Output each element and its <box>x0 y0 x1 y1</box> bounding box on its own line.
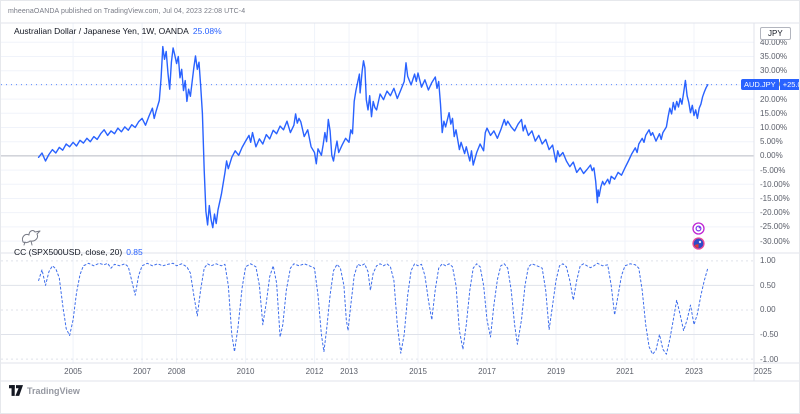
price-tick-label: -10.00% <box>760 179 790 189</box>
time-tick-label: 2019 <box>547 367 565 376</box>
price-tick-label: 10.00% <box>760 122 788 132</box>
price-tick-label: 20.00% <box>760 94 788 104</box>
time-tick-label: 2005 <box>64 367 82 376</box>
time-tick-label: 2007 <box>133 367 151 376</box>
cc-tick-label: 0.50 <box>760 280 776 290</box>
indicator-legend[interactable]: CC (SPX500USD, close, 20) 0.85 <box>14 247 143 257</box>
price-tick-label: -25.00% <box>760 222 790 232</box>
cc-tick-label: -0.50 <box>760 330 779 340</box>
price-tick-label: 5.00% <box>760 137 783 147</box>
price-tick-label: 30.00% <box>760 66 788 76</box>
animal-doodle-drawing[interactable] <box>19 225 43 252</box>
symbol-legend[interactable]: Australian Dollar / Japanese Yen, 1W, OA… <box>14 26 222 36</box>
publish-watermark: mheenaOANDA published on TradingView.com… <box>8 8 246 15</box>
time-tick-label: 2010 <box>236 367 255 376</box>
purple-ring-sticker-icon <box>692 222 705 235</box>
time-tick-label: 2013 <box>340 367 358 376</box>
cc-series-line <box>38 262 709 355</box>
last-price-value: +25.08% <box>779 79 799 90</box>
last-price-badge: AUD.JPY +25.08% <box>741 79 799 90</box>
time-tick-label: 2023 <box>685 367 703 376</box>
cc-tick-label: 1.00 <box>760 256 776 266</box>
tradingview-logo-icon <box>9 385 23 396</box>
doodle-icon <box>22 230 41 246</box>
price-tick-label: -5.00% <box>760 165 786 175</box>
cc-tick-label: -1.00 <box>760 354 779 364</box>
time-tick-label: 2008 <box>167 367 186 376</box>
main-series-line <box>37 45 709 229</box>
time-tick-label: 2017 <box>478 367 496 376</box>
price-tick-label: 0.00% <box>760 151 783 161</box>
price-tick-label: -15.00% <box>760 193 790 203</box>
tradingview-attribution[interactable]: TradingView <box>9 385 80 396</box>
time-tick-label: 2021 <box>616 367 634 376</box>
price-axis[interactable]: 40.00%35.00%30.00%25.00%20.00%15.00%10.0… <box>754 1 799 381</box>
symbol-title[interactable]: Australian Dollar / Japanese Yen, 1W, OA… <box>14 26 189 36</box>
pink-ring-sticker-icon <box>692 237 705 250</box>
price-tick-label: 40.00% <box>760 37 788 47</box>
time-tick-label: 2025 <box>754 367 772 376</box>
tradingview-brand-text: TradingView <box>27 385 80 396</box>
price-scale-currency-button[interactable]: JPY <box>760 27 791 40</box>
indicator-value: 0.85 <box>126 247 143 257</box>
sticker-marker-top[interactable] <box>692 222 705 240</box>
last-price-symbol: AUD.JPY <box>741 79 779 90</box>
time-tick-label: 2015 <box>409 367 427 376</box>
time-axis[interactable]: 2005 2007 2008 2010 2012 2013 2015 2017 2019 2021… <box>1 363 799 381</box>
symbol-change-value: 25.08% <box>192 26 222 36</box>
time-tick-label: 2012 <box>305 367 324 376</box>
price-tick-label: -30.00% <box>760 236 790 246</box>
sticker-marker-bottom[interactable] <box>692 237 705 255</box>
indicator-title[interactable]: CC (SPX500USD, close, 20) <box>14 247 123 257</box>
price-tick-label: 15.00% <box>760 108 788 118</box>
price-tick-label: -20.00% <box>760 208 790 218</box>
cc-tick-label: 0.00 <box>760 305 776 315</box>
price-tick-label: 35.00% <box>760 52 788 61</box>
